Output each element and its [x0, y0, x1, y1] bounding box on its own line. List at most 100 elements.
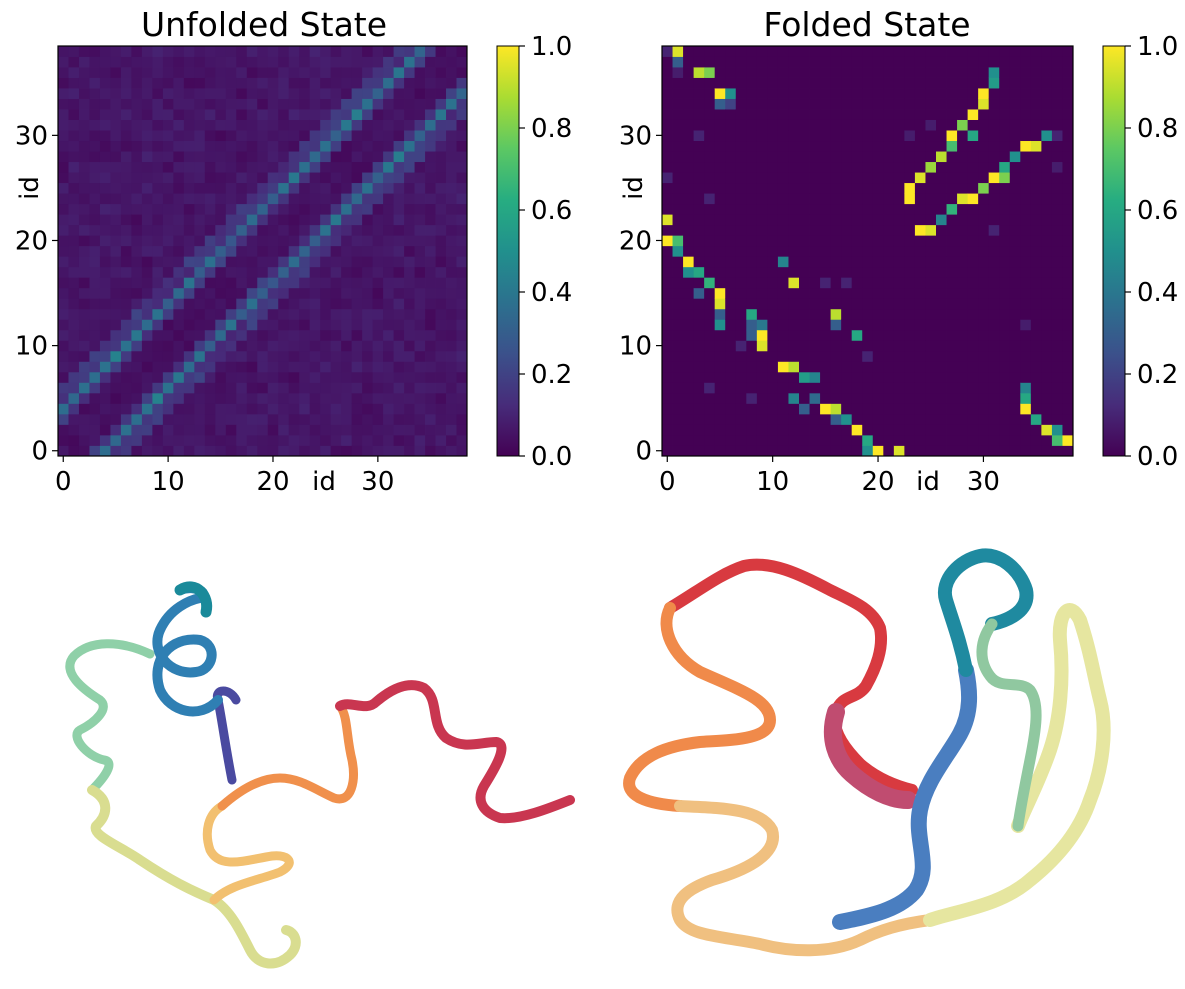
heatmap-cell	[425, 287, 436, 299]
heatmap-cell	[925, 256, 937, 268]
heatmap-cell	[225, 445, 237, 457]
heatmap-cell	[58, 308, 69, 320]
heatmap-cell	[246, 182, 258, 194]
heatmap-cell	[257, 277, 269, 289]
heatmap-cell	[672, 161, 684, 173]
heatmap-cell	[1020, 287, 1032, 299]
heatmap-cell	[225, 277, 237, 289]
heatmap-cell	[936, 151, 947, 163]
heatmap-cell	[957, 193, 969, 205]
heatmap-cell	[393, 308, 405, 320]
heatmap-cell	[68, 235, 80, 247]
heatmap-cell	[89, 266, 101, 278]
heatmap-cell	[735, 151, 747, 163]
heatmap-cell	[299, 277, 311, 289]
heatmap-cell	[851, 298, 863, 310]
heatmap-cell	[288, 287, 300, 299]
y-tick-label: 0	[635, 437, 652, 467]
heatmap-cell	[120, 308, 132, 320]
heatmap-cell	[830, 214, 842, 226]
heatmap-cell	[89, 277, 101, 289]
heatmap-cell	[110, 203, 122, 215]
heatmap-cell	[904, 46, 916, 57]
heatmap-cell	[425, 413, 436, 425]
heatmap-cell	[704, 371, 716, 383]
heatmap-cell	[830, 340, 842, 352]
heatmap-cell	[299, 371, 311, 383]
heatmap-cell	[362, 392, 374, 404]
heatmap-cell	[162, 298, 174, 310]
heatmap-cell	[58, 88, 69, 99]
heatmap-cell	[341, 350, 353, 362]
heatmap-cell	[362, 56, 374, 68]
heatmap-cell	[58, 98, 69, 110]
heatmap-cell	[89, 182, 101, 194]
heatmap-cell	[152, 445, 164, 457]
heatmap-cell	[278, 319, 290, 331]
heatmap-cell	[862, 392, 874, 404]
heatmap-cell	[194, 119, 206, 131]
heatmap-cell	[393, 56, 405, 68]
heatmap-cell	[957, 182, 969, 194]
heatmap-cell	[456, 266, 468, 278]
heatmap-cell	[320, 119, 332, 131]
heatmap-cell	[725, 308, 737, 320]
heatmap-cell	[1020, 193, 1032, 205]
heatmap-cell	[446, 392, 457, 404]
heatmap-cell	[957, 172, 969, 184]
heatmap-cell	[330, 266, 342, 278]
heatmap-cell	[446, 403, 457, 415]
heatmap-cell	[1009, 214, 1021, 226]
heatmap-cell	[351, 298, 363, 310]
heatmap-cell	[215, 88, 227, 99]
heatmap-cell	[914, 46, 926, 57]
heatmap-cell	[141, 340, 153, 352]
heatmap-cell	[162, 46, 174, 57]
heatmap-cell	[735, 77, 747, 89]
heatmap-cell	[383, 382, 394, 394]
heatmap-cell	[746, 203, 758, 215]
heatmap-cell	[194, 56, 206, 68]
heatmap-cell	[1009, 403, 1021, 415]
heatmap-cell	[456, 203, 468, 215]
heatmap-cell	[425, 109, 436, 120]
heatmap-cell	[225, 119, 237, 131]
heatmap-cell	[278, 382, 290, 394]
heatmap-cell	[872, 88, 884, 99]
heatmap-cell	[988, 371, 1000, 383]
heatmap-cell	[862, 371, 874, 383]
heatmap-cell	[330, 193, 342, 205]
heatmap-cell	[162, 130, 174, 142]
heatmap-cell	[267, 109, 279, 120]
heatmap-cell	[120, 445, 132, 457]
heatmap-cell	[967, 287, 979, 299]
heatmap-cell	[925, 371, 937, 383]
heatmap-cell	[904, 56, 916, 68]
heatmap-cell	[683, 329, 695, 341]
heatmap-cell	[746, 98, 758, 110]
heatmap-cell	[1051, 308, 1063, 320]
heatmap-cell	[267, 350, 279, 362]
heatmap-cell	[809, 151, 821, 163]
heatmap-cell	[299, 434, 311, 446]
heatmap-cell	[320, 161, 332, 173]
heatmap-cell	[204, 98, 216, 110]
heatmap-cell	[288, 298, 300, 310]
heatmap-cell	[936, 140, 947, 152]
heatmap-cell	[152, 56, 164, 68]
heatmap-cell	[967, 340, 979, 352]
heatmap-cell	[330, 77, 342, 89]
heatmap-cell	[267, 67, 279, 78]
heatmap-cell	[851, 350, 863, 362]
heatmap-cell	[110, 277, 122, 289]
heatmap-cell	[714, 371, 726, 383]
heatmap-cell	[225, 130, 237, 142]
heatmap-cell	[362, 77, 374, 89]
heatmap-cell	[672, 140, 684, 152]
heatmap-cell	[330, 172, 342, 184]
heatmap-cell	[372, 403, 384, 415]
heatmap-cell	[1051, 224, 1063, 236]
heatmap-cell	[735, 182, 747, 194]
heatmap-cell	[809, 329, 821, 341]
heatmap-cell	[735, 350, 747, 362]
